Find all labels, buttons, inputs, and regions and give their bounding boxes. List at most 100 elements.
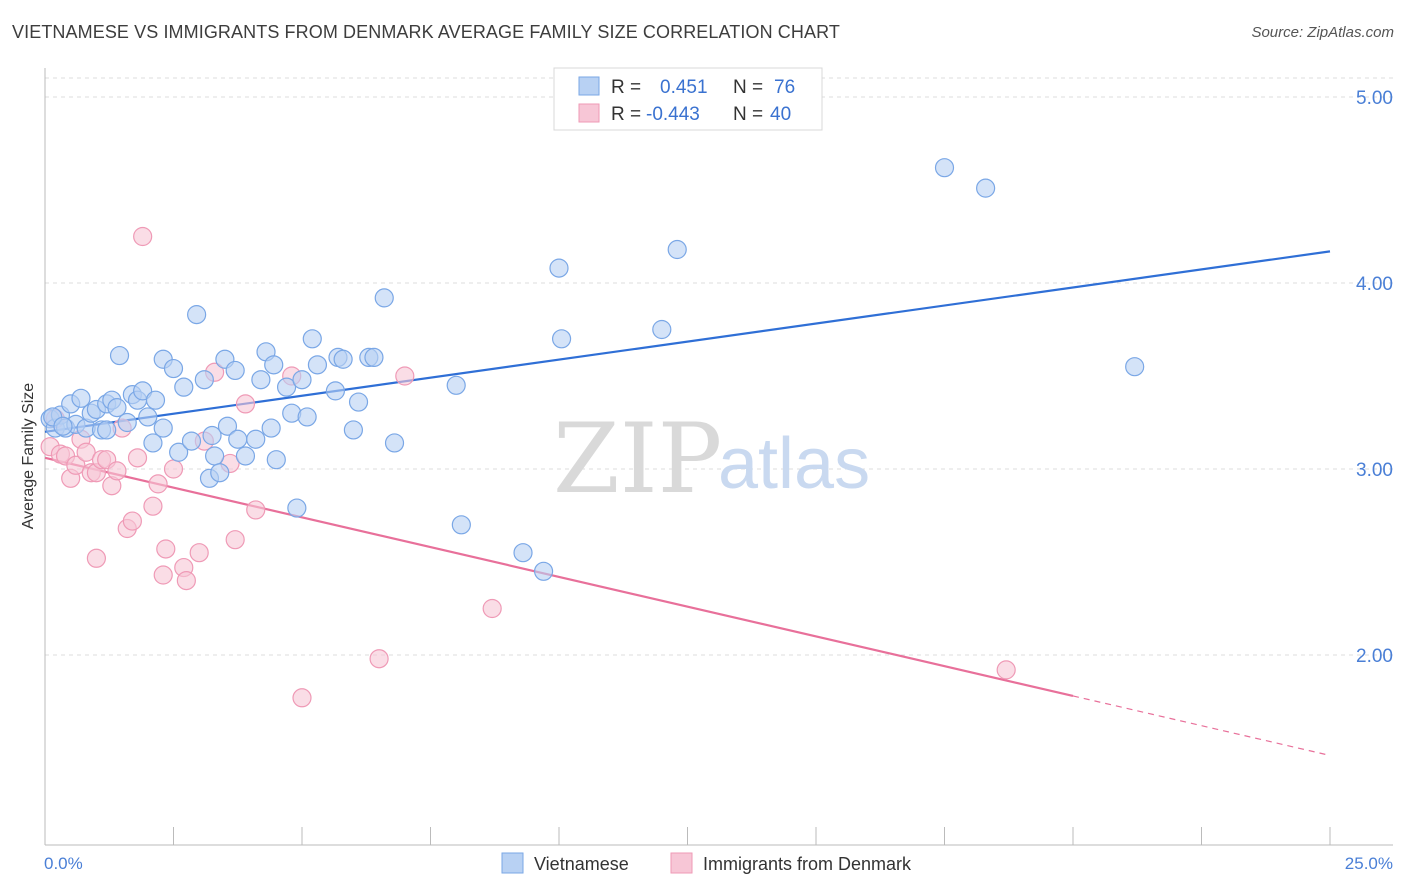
data-point-vietnamese: [348, 392, 369, 412]
data-point-denmark: [996, 660, 1016, 680]
grid-lines: [45, 77, 1393, 656]
data-point-vietnamese: [549, 258, 569, 278]
legend-n-label-1: N =: [733, 77, 763, 98]
data-point-vietnamese: [251, 370, 271, 390]
data-point-vietnamese: [261, 418, 281, 438]
data-point-vietnamese: [652, 319, 672, 340]
data-point-vietnamese: [181, 431, 202, 451]
data-point-vietnamese: [163, 358, 184, 379]
data-point-vietnamese: [266, 450, 286, 470]
data-point-vietnamese: [194, 370, 214, 390]
chart-title: VIETNAMESE VS IMMIGRANTS FROM DENMARK AV…: [12, 22, 840, 42]
data-point-denmark: [235, 394, 256, 414]
data-point-vietnamese: [333, 349, 353, 369]
data-point-vietnamese: [292, 370, 312, 390]
data-point-denmark: [66, 455, 86, 475]
series-immigrants-from-denmark: [40, 226, 1016, 708]
data-point-vietnamese: [1125, 357, 1145, 377]
data-point-denmark: [163, 459, 184, 479]
data-point-vietnamese: [71, 388, 91, 408]
data-point-denmark: [369, 649, 389, 669]
data-point-vietnamese: [246, 429, 266, 449]
data-point-denmark: [143, 496, 163, 516]
data-point-denmark: [133, 226, 153, 247]
data-point-denmark: [482, 598, 502, 619]
data-point-vietnamese: [169, 442, 189, 462]
data-point-denmark: [122, 511, 142, 531]
y-axis-label: Average Family Size: [20, 383, 37, 530]
data-point-vietnamese: [533, 561, 554, 581]
trend-line-denmark-extrapolated: [1072, 695, 1331, 757]
data-point-denmark: [127, 448, 148, 468]
data-point-denmark: [156, 539, 176, 559]
data-point-vietnamese: [225, 360, 245, 381]
legend-label-denmark: Immigrants from Denmark: [703, 854, 912, 874]
data-point-vietnamese: [667, 239, 687, 260]
data-point-vietnamese: [276, 377, 297, 397]
data-point-denmark: [292, 688, 312, 708]
data-point-vietnamese: [228, 429, 248, 449]
data-point-vietnamese: [364, 347, 384, 367]
data-point-vietnamese: [210, 463, 230, 483]
data-point-vietnamese: [513, 543, 533, 563]
source-label: Source: ZipAtlas.com: [1251, 24, 1394, 41]
data-point-vietnamese: [153, 418, 173, 438]
data-point-vietnamese: [235, 446, 256, 466]
data-point-vietnamese: [97, 420, 117, 440]
legend-r-value-2: -0.443: [646, 104, 700, 125]
y-tick-labels: 2.00 3.00 4.00 5.00: [1356, 88, 1393, 667]
data-point-vietnamese: [374, 288, 394, 308]
data-point-denmark: [76, 442, 96, 462]
data-point-denmark: [246, 500, 266, 520]
legend-r-label-1: R =: [611, 77, 641, 98]
data-point-vietnamese: [205, 446, 225, 466]
data-point-vietnamese: [451, 515, 471, 535]
y-tick-label: 3.00: [1356, 460, 1393, 481]
legend-n-value-1: 76: [774, 77, 795, 98]
data-point-vietnamese: [107, 398, 127, 418]
watermark-atlas: atlas: [718, 424, 870, 504]
data-point-vietnamese: [174, 377, 194, 397]
data-point-vietnamese: [187, 305, 207, 325]
legend-swatch-blue: [578, 76, 600, 96]
data-point-denmark: [86, 548, 107, 568]
x-tick-label-min: 0.0%: [44, 854, 83, 873]
data-point-denmark: [107, 461, 127, 481]
x-tick-label-max: 25.0%: [1345, 854, 1393, 873]
trend-line-denmark: [44, 456, 1074, 697]
data-point-denmark: [189, 543, 209, 563]
data-point-denmark: [153, 565, 173, 585]
data-point-vietnamese: [145, 390, 166, 410]
axes: [44, 68, 1393, 846]
data-point-vietnamese: [133, 381, 153, 401]
data-point-denmark: [148, 474, 168, 494]
watermark-zip: ZIP: [553, 403, 722, 515]
legend-r-value-1: 0.451: [660, 77, 708, 98]
y-tick-label: 4.00: [1356, 274, 1393, 295]
data-point-denmark: [176, 570, 196, 591]
data-point-vietnamese: [53, 416, 73, 436]
legend-label-vietnamese: Vietnamese: [534, 854, 629, 874]
data-point-vietnamese: [934, 158, 955, 178]
data-point-vietnamese: [325, 381, 346, 401]
data-point-vietnamese: [976, 178, 996, 198]
data-point-vietnamese: [202, 425, 222, 446]
legend-n-label-2: N =: [733, 104, 763, 125]
data-point-vietnamese: [551, 329, 572, 349]
legend-r-label-2: R =: [611, 104, 641, 125]
legend-swatch-denmark: [670, 852, 693, 874]
data-point-vietnamese: [302, 329, 322, 349]
correlation-legend: R = 0.451 N = 76 R = -0.443 N = 40: [553, 67, 823, 131]
data-point-vietnamese: [109, 345, 130, 366]
data-point-vietnamese: [287, 498, 307, 518]
data-point-denmark: [395, 366, 415, 386]
data-point-vietnamese: [117, 412, 137, 433]
data-point-vietnamese: [143, 433, 163, 453]
data-point-vietnamese: [343, 420, 363, 440]
y-tick-label: 5.00: [1356, 88, 1393, 109]
data-point-vietnamese: [384, 433, 405, 453]
data-point-vietnamese: [138, 407, 158, 427]
series-legend: Vietnamese Immigrants from Denmark: [501, 852, 912, 874]
legend-swatch-vietnamese: [501, 852, 524, 874]
